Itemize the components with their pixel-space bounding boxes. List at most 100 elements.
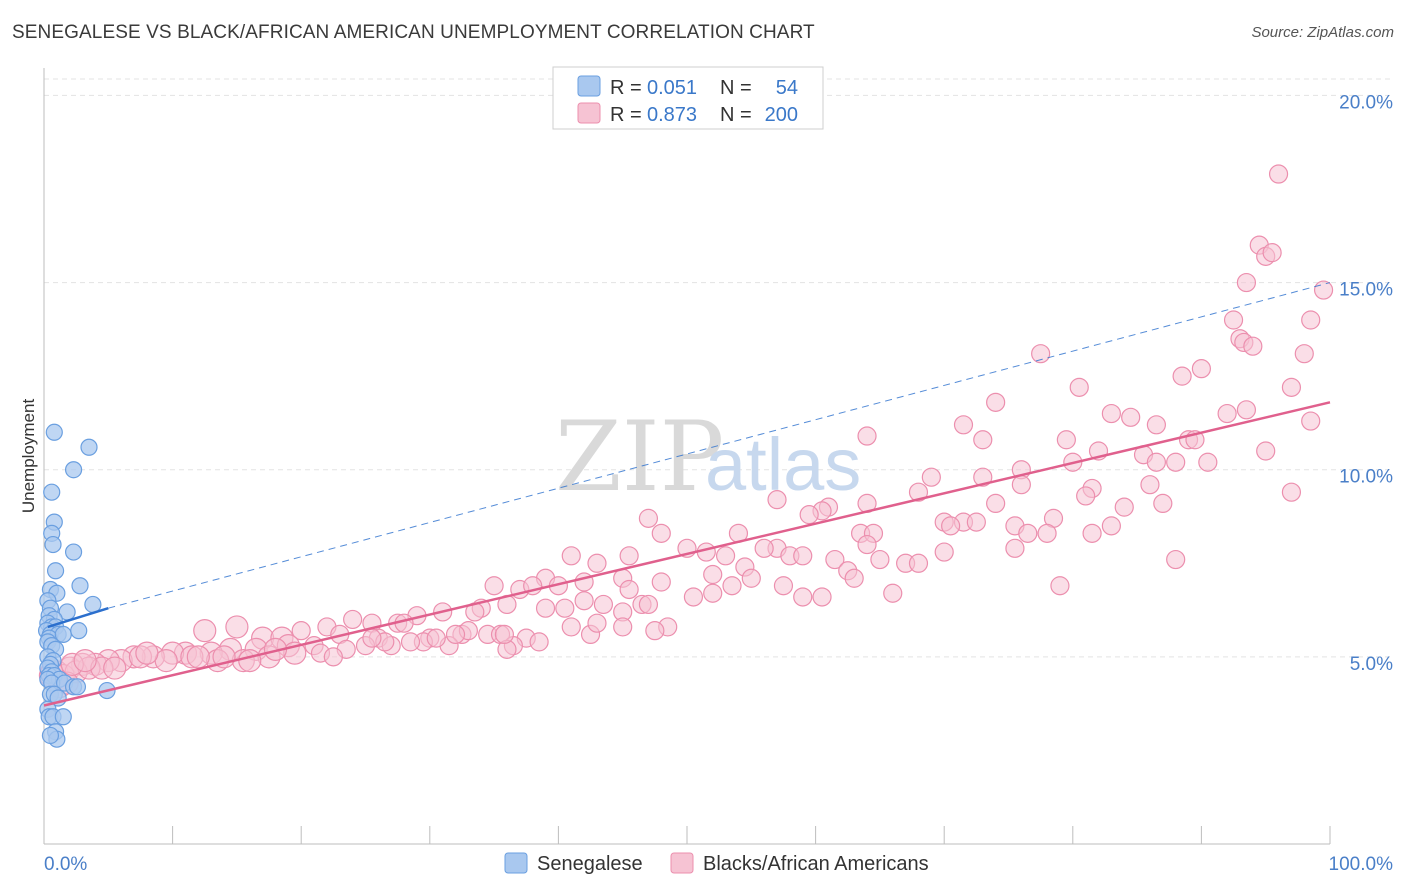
data-point-senegalese	[44, 535, 62, 554]
data-point-black	[593, 594, 614, 615]
data-point-black	[343, 609, 363, 630]
data-point-black	[619, 546, 639, 566]
data-point-black	[1166, 549, 1186, 570]
data-point-black	[1121, 407, 1141, 427]
data-point-black	[1082, 523, 1102, 543]
legend-r-value-senegalese: 0.051	[647, 77, 697, 99]
data-point-black	[1037, 523, 1057, 543]
legend-r-label-black: R =	[610, 104, 642, 126]
data-point-black	[535, 598, 556, 618]
data-point-black	[1114, 497, 1134, 517]
data-point-senegalese	[64, 461, 83, 479]
data-point-black	[1069, 377, 1089, 397]
data-point-black	[857, 426, 877, 446]
data-point-black	[1146, 415, 1166, 435]
data-point-senegalese	[45, 423, 63, 441]
data-point-black	[186, 645, 210, 669]
data-point-black	[1153, 493, 1173, 513]
y-tick-label: 15.0%	[1339, 280, 1393, 301]
data-point-black	[529, 632, 549, 652]
data-point-black	[825, 549, 845, 570]
data-point-black	[1101, 516, 1121, 536]
series-black-points	[38, 164, 1334, 699]
data-point-senegalese	[70, 622, 88, 640]
data-point-black	[613, 617, 633, 637]
data-point-black	[1301, 310, 1321, 330]
data-point-black	[1011, 475, 1031, 495]
y-tick-labels: 5.0% 10.0% 15.0% 20.0%	[1339, 92, 1393, 674]
data-point-black	[645, 621, 665, 641]
data-point-black	[953, 415, 974, 435]
data-point-black	[1198, 452, 1218, 472]
data-point-black	[587, 613, 607, 633]
data-point-black	[426, 628, 446, 648]
data-point-black	[555, 598, 575, 618]
data-point-black	[1031, 344, 1051, 364]
axes	[43, 68, 1331, 845]
data-point-black	[1076, 486, 1096, 506]
series-senegalese-points	[37, 423, 116, 748]
bottom-legend-swatch-black	[670, 852, 694, 874]
data-point-black	[193, 619, 217, 643]
y-tick-label: 10.0%	[1339, 467, 1393, 488]
legend-n-value-senegalese: 54	[776, 77, 798, 99]
data-point-senegalese	[64, 543, 83, 561]
data-point-black	[793, 587, 813, 607]
data-point-black	[773, 576, 794, 596]
watermark: ZIP atlas	[555, 401, 861, 513]
trendline-senegalese-extrapolated	[108, 282, 1331, 609]
data-point-black	[921, 467, 941, 487]
watermark-zip: ZIP	[555, 401, 724, 513]
data-point-senegalese	[80, 438, 98, 456]
data-point-black	[754, 538, 774, 558]
data-point-black	[323, 647, 343, 667]
data-point-black	[934, 542, 954, 562]
data-point-black	[1236, 272, 1257, 293]
data-point-black	[703, 583, 723, 603]
data-point-black	[1236, 400, 1257, 420]
chart-source: Source: ZipAtlas.com	[1251, 24, 1394, 41]
data-point-black	[908, 482, 929, 502]
legend-swatch-black	[577, 102, 601, 124]
data-point-black	[715, 546, 736, 566]
data-point-black	[741, 568, 761, 588]
legend-n-label-black: N =	[720, 104, 752, 126]
correlation-legend: R = 0.051 N = 54 R = 0.873 N = 200	[552, 66, 824, 130]
data-point-black	[638, 508, 659, 528]
data-point-black	[1268, 164, 1289, 184]
data-point-black	[793, 546, 813, 566]
data-point-black	[1166, 452, 1186, 472]
data-point-black	[966, 512, 986, 532]
data-point-black	[986, 493, 1006, 513]
data-point-black	[619, 579, 639, 600]
data-point-black	[1217, 403, 1237, 424]
legend-n-value-black: 200	[765, 104, 798, 126]
data-point-black	[1191, 359, 1212, 379]
data-point-black	[870, 549, 890, 570]
data-point-black	[400, 632, 421, 652]
data-point-black	[767, 490, 787, 510]
data-point-senegalese	[43, 483, 61, 501]
data-point-black	[135, 641, 159, 665]
data-point-black	[494, 624, 514, 645]
trend-lines	[43, 282, 1331, 707]
data-point-black	[1172, 366, 1192, 386]
data-point-black	[1281, 482, 1302, 502]
data-point-black	[1140, 475, 1160, 495]
data-point-black	[1281, 377, 1302, 397]
data-point-black	[1256, 441, 1276, 461]
data-point-black	[1018, 523, 1038, 543]
legend-swatch-senegalese	[577, 75, 601, 97]
data-point-senegalese	[68, 678, 87, 696]
data-point-black	[484, 576, 504, 596]
data-point-black	[844, 568, 864, 588]
data-point-black	[651, 572, 671, 592]
data-point-black	[238, 648, 262, 673]
data-point-black	[703, 564, 723, 585]
data-point-senegalese	[54, 708, 72, 726]
data-point-black	[638, 594, 659, 615]
data-point-black	[683, 587, 704, 607]
data-point-black	[973, 430, 993, 450]
data-point-black	[799, 505, 819, 525]
